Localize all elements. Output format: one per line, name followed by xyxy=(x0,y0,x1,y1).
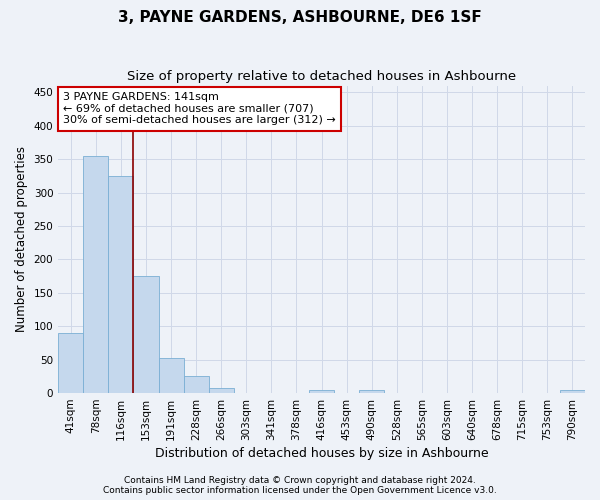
Bar xyxy=(109,176,133,393)
Bar xyxy=(83,156,109,393)
Bar xyxy=(158,358,184,393)
Bar xyxy=(309,390,334,393)
X-axis label: Distribution of detached houses by size in Ashbourne: Distribution of detached houses by size … xyxy=(155,447,488,460)
Text: 3 PAYNE GARDENS: 141sqm
← 69% of detached houses are smaller (707)
30% of semi-d: 3 PAYNE GARDENS: 141sqm ← 69% of detache… xyxy=(63,92,336,126)
Title: Size of property relative to detached houses in Ashbourne: Size of property relative to detached ho… xyxy=(127,70,516,83)
Bar xyxy=(560,390,585,393)
Bar xyxy=(209,388,234,393)
Bar xyxy=(58,333,83,393)
Bar xyxy=(359,390,385,393)
Y-axis label: Number of detached properties: Number of detached properties xyxy=(15,146,28,332)
Bar xyxy=(184,376,209,393)
Text: Contains HM Land Registry data © Crown copyright and database right 2024.
Contai: Contains HM Land Registry data © Crown c… xyxy=(103,476,497,495)
Text: 3, PAYNE GARDENS, ASHBOURNE, DE6 1SF: 3, PAYNE GARDENS, ASHBOURNE, DE6 1SF xyxy=(118,10,482,25)
Bar xyxy=(133,276,158,393)
